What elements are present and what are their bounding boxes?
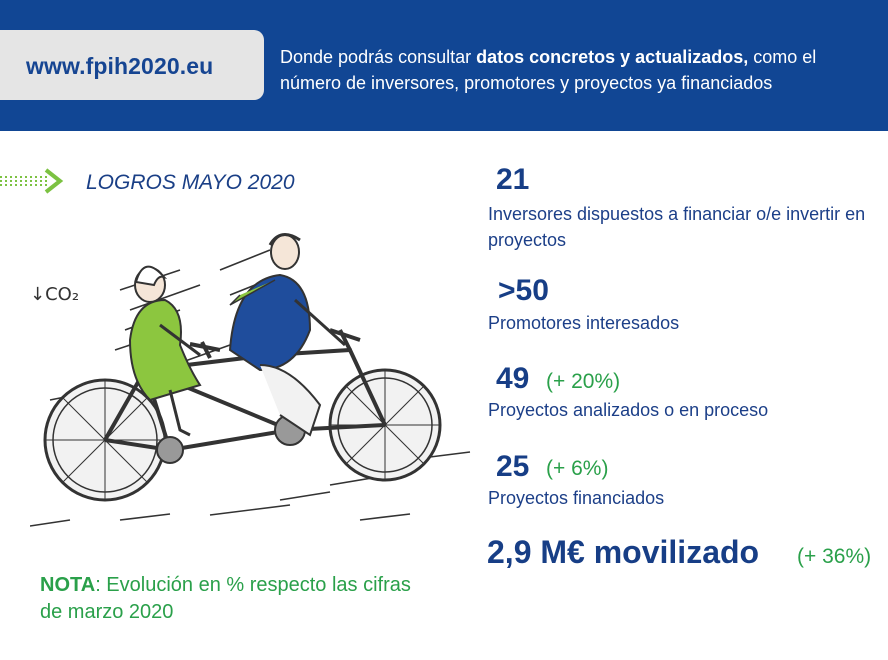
note-label: NOTA (40, 574, 96, 596)
banner-description: Donde podrás consultar datos concretos y… (280, 44, 880, 96)
man-rider (228, 233, 347, 437)
stat-analyzed-value: 49 (496, 362, 530, 395)
website-link[interactable]: www.fpih2020.eu (26, 53, 214, 79)
stat-investors-value: 21 (496, 163, 530, 196)
stat-analyzed-delta: (+ 20%) (546, 370, 621, 393)
banner-text-after: como el número de inversores, promotores… (280, 47, 817, 93)
stat-analyzed-label: Proyectos analizados o en proceso (488, 400, 769, 420)
rear-chainring (156, 436, 184, 464)
url-pill (0, 30, 264, 100)
arrow-icon (0, 168, 64, 194)
stat-promoters-label: Promotores interesados (488, 313, 680, 333)
co2-label: ↓CO₂ (30, 284, 79, 305)
mobilized-delta: (+ 36%) (797, 545, 872, 568)
woman-rider (128, 265, 202, 437)
note: NOTA: Evolución en % respecto las cifras… (40, 572, 420, 626)
stat-financed-delta: (+ 6%) (546, 457, 609, 480)
banner-text-bold: datos concretos y actualizados, (476, 47, 749, 67)
mobilized-amount: 2,9 M€ movilizado (487, 534, 760, 570)
stat-promoters-value: >50 (498, 274, 549, 307)
stat-investors-label: Inversores dispuestos a financiar o/e in… (488, 204, 866, 250)
stat-financed-value: 25 (496, 450, 530, 483)
tandem-bicycle-illustration: ↓CO₂ (30, 233, 471, 527)
stat-financed-label: Proyectos financiados (488, 488, 665, 508)
banner-text-before: Donde podrás consultar (280, 47, 477, 67)
note-text: : Evolución en % respecto las cifras de … (40, 574, 411, 623)
section-title: LOGROS MAYO 2020 (86, 171, 295, 194)
